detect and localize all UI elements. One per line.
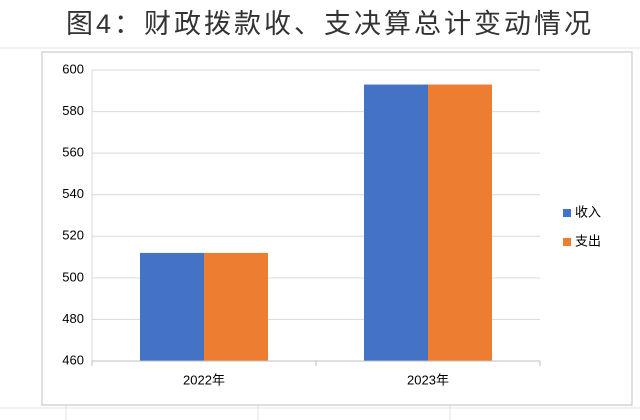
y-tick-label: 480	[62, 311, 84, 326]
y-tick-label: 500	[62, 269, 84, 284]
y-tick-label: 580	[62, 103, 84, 118]
legend-swatch	[563, 209, 571, 217]
bar	[364, 84, 428, 362]
bar	[140, 252, 204, 361]
legend-swatch	[563, 238, 571, 246]
y-tick-label: 600	[62, 61, 84, 76]
bar	[204, 252, 268, 361]
y-tick-label: 560	[62, 145, 84, 160]
y-tick-label: 460	[62, 352, 84, 367]
x-tick-label: 2023年	[407, 372, 449, 387]
y-tick-label: 540	[62, 186, 84, 201]
chart-area	[41, 51, 633, 406]
x-tick-label: 2022年	[183, 372, 225, 387]
chart-title: 图4：财政拨款收、支决算总计变动情况	[66, 9, 594, 39]
legend-label: 收入	[575, 204, 601, 219]
y-tick-label: 520	[62, 228, 84, 243]
spreadsheet-grid	[0, 47, 640, 420]
bar	[428, 84, 492, 362]
legend-label: 支出	[575, 233, 601, 248]
